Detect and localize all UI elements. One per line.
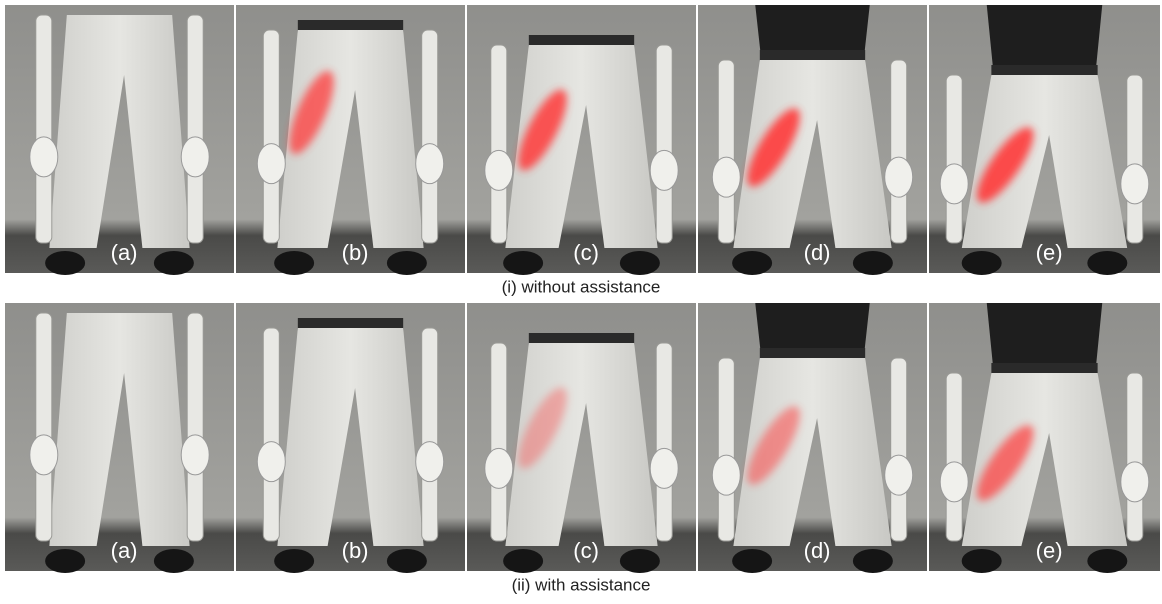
- shoe: [853, 251, 893, 275]
- knee-joint: [650, 150, 678, 190]
- photo-panel: (b): [236, 5, 465, 275]
- knee-joint: [30, 137, 58, 177]
- shoe: [45, 549, 85, 573]
- figure: (a) (b) (c) (d) (e) (i) without assistance (a)…: [0, 0, 1162, 599]
- panel-label: (a): [111, 240, 138, 265]
- panel-label: (d): [804, 538, 831, 563]
- exoskeleton-frame: [1127, 75, 1143, 243]
- exoskeleton-frame: [36, 313, 52, 541]
- shoe: [503, 549, 543, 573]
- shoe: [387, 251, 427, 275]
- row-caption: (ii) with assistance: [512, 575, 651, 594]
- shoe: [45, 251, 85, 275]
- shoe: [274, 549, 314, 573]
- shoe: [387, 549, 427, 573]
- knee-joint: [885, 157, 913, 197]
- shoe: [962, 549, 1002, 573]
- exoskeleton-frame: [946, 373, 962, 541]
- knee-joint: [1121, 462, 1149, 502]
- panel-label: (a): [111, 538, 138, 563]
- photo-panel: (e): [929, 303, 1160, 573]
- knee-joint: [940, 462, 968, 502]
- row-caption: (i) without assistance: [502, 277, 661, 296]
- torso: [987, 303, 1103, 373]
- shoe: [620, 251, 660, 275]
- exoskeleton-frame: [891, 60, 907, 243]
- knee-joint: [181, 435, 209, 475]
- knee-joint: [485, 150, 513, 190]
- panel-label: (b): [342, 240, 369, 265]
- photo-panel: (b): [236, 303, 465, 573]
- knee-joint: [712, 455, 740, 495]
- photo-panel: (c): [467, 5, 696, 275]
- shoe: [154, 549, 194, 573]
- knee-joint: [650, 448, 678, 488]
- shoe: [620, 549, 660, 573]
- exoskeleton-frame: [263, 30, 279, 243]
- knee-joint: [885, 455, 913, 495]
- knee-joint: [940, 164, 968, 204]
- shoe: [962, 251, 1002, 275]
- shoe: [154, 251, 194, 275]
- knee-joint: [257, 144, 285, 184]
- shoe: [1087, 549, 1127, 573]
- photo-panel: (c): [467, 303, 696, 573]
- knee-joint: [1121, 164, 1149, 204]
- panel-label: (e): [1036, 240, 1063, 265]
- shoe: [274, 251, 314, 275]
- exoskeleton-frame: [946, 75, 962, 243]
- exoskeleton-frame: [718, 60, 734, 243]
- knee-joint: [712, 157, 740, 197]
- exoskeleton-frame: [491, 343, 507, 541]
- panel-label: (c): [573, 240, 599, 265]
- panel-label: (e): [1036, 538, 1063, 563]
- shoe: [503, 251, 543, 275]
- shoe: [1087, 251, 1127, 275]
- photo-panel: (a): [5, 5, 234, 275]
- exoskeleton-frame: [263, 328, 279, 541]
- panel-label: (d): [804, 240, 831, 265]
- photo-panel: (e): [929, 5, 1160, 275]
- knee-joint: [257, 442, 285, 482]
- photo-panel: (d): [698, 5, 927, 275]
- exoskeleton-frame: [656, 343, 672, 541]
- exoskeleton-frame: [422, 30, 438, 243]
- knee-joint: [485, 448, 513, 488]
- exoskeleton-frame: [1127, 373, 1143, 541]
- panel-label: (c): [573, 538, 599, 563]
- shoe: [853, 549, 893, 573]
- shoe: [732, 251, 772, 275]
- exoskeleton-frame: [656, 45, 672, 243]
- exoskeleton-frame: [36, 15, 52, 243]
- knee-joint: [181, 137, 209, 177]
- exoskeleton-frame: [718, 358, 734, 541]
- exoskeleton-frame: [891, 358, 907, 541]
- photo-panel: (a): [5, 303, 234, 573]
- panel-label: (b): [342, 538, 369, 563]
- knee-joint: [30, 435, 58, 475]
- exoskeleton-frame: [187, 313, 203, 541]
- torso: [987, 5, 1103, 75]
- knee-joint: [416, 442, 444, 482]
- exoskeleton-frame: [187, 15, 203, 243]
- exoskeleton-frame: [422, 328, 438, 541]
- exoskeleton-frame: [491, 45, 507, 243]
- photo-panel: (d): [698, 303, 927, 573]
- knee-joint: [416, 144, 444, 184]
- shoe: [732, 549, 772, 573]
